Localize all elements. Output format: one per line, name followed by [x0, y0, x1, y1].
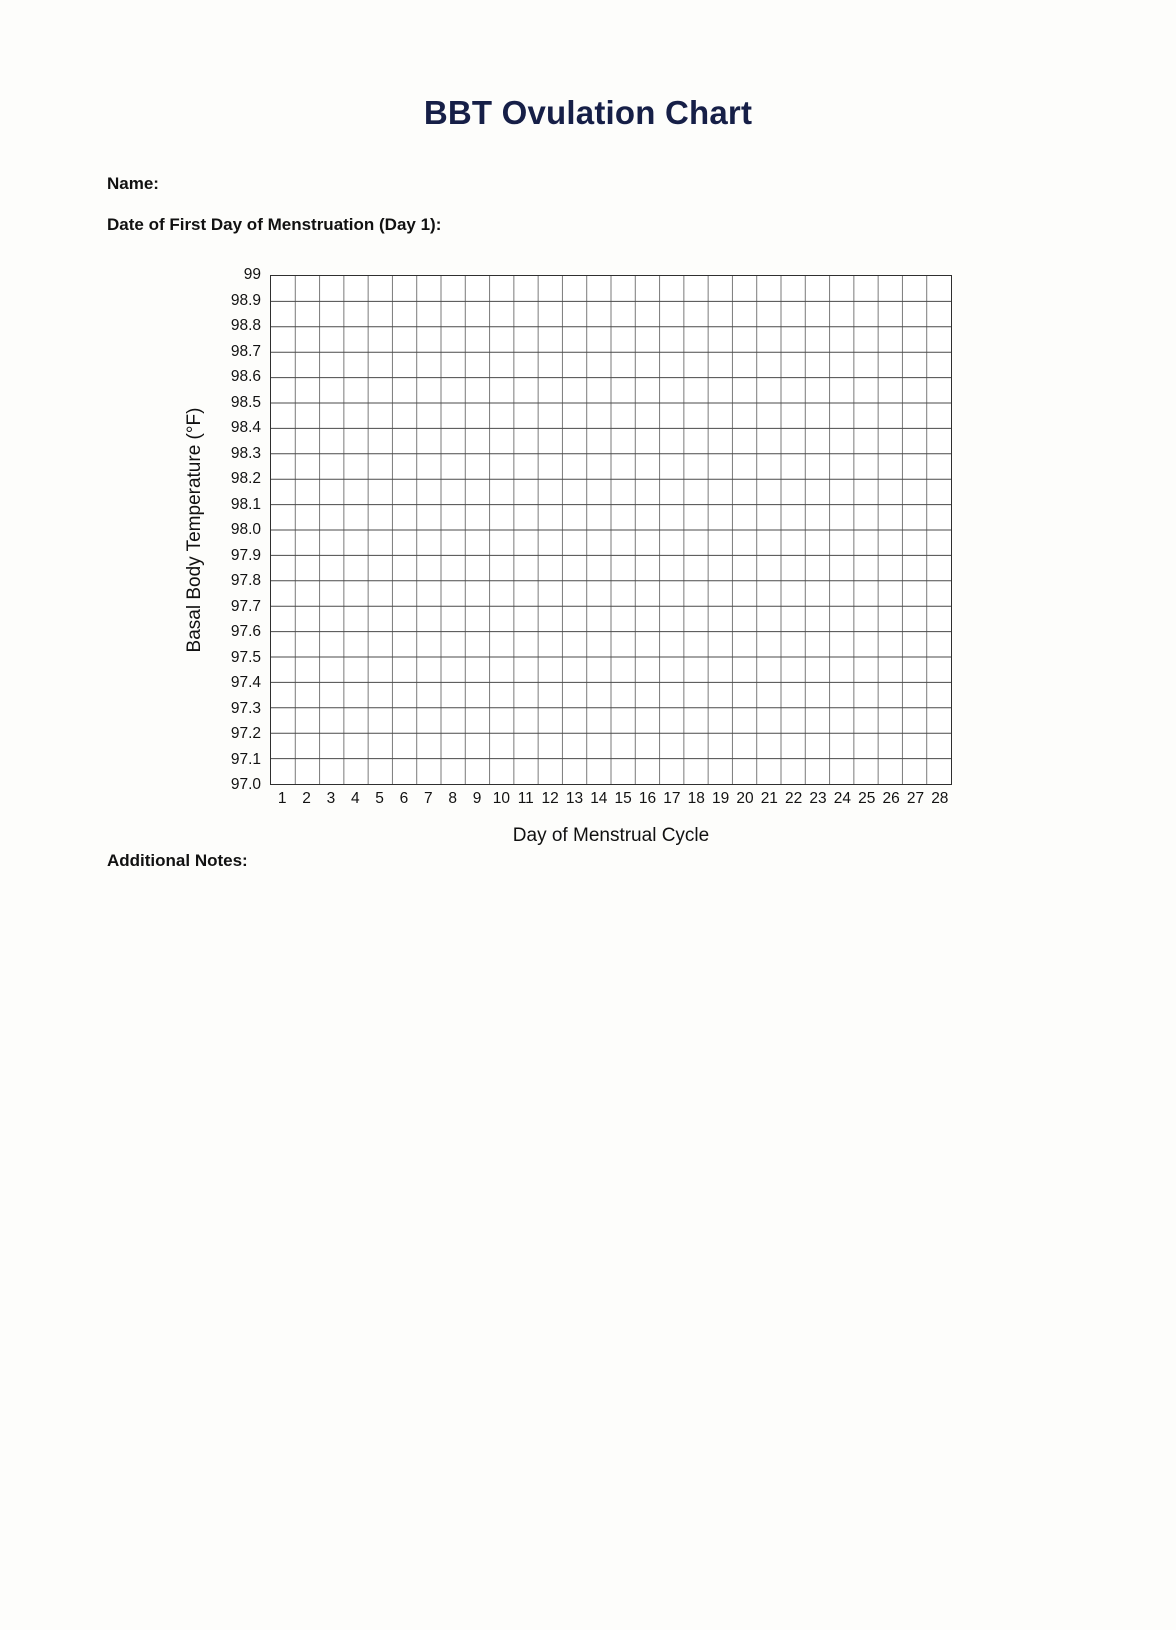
y-axis-tick: 97.4 — [230, 674, 261, 691]
y-axis-tick: 98.2 — [230, 470, 261, 487]
x-axis-tick: 7 — [424, 790, 433, 807]
x-axis-tick: 26 — [882, 790, 900, 807]
chart-plot-area[interactable] — [270, 275, 952, 785]
y-axis-tick: 97.1 — [230, 750, 261, 768]
x-axis-tick: 15 — [614, 790, 632, 807]
y-axis-tick: 97.9 — [230, 546, 261, 564]
y-axis-tick: 97.8 — [230, 572, 261, 589]
x-axis-tick: 22 — [785, 790, 803, 807]
x-axis-title: Day of Menstrual Cycle — [512, 825, 710, 846]
x-axis-tick: 25 — [858, 790, 876, 807]
bbt-chart: Basal Body Temperature (°F) 99 98.9 98.8 98… — [184, 267, 952, 846]
y-axis-tick: 98.4 — [230, 419, 261, 436]
x-axis-tick: 2 — [302, 790, 311, 807]
x-axis-tick: 23 — [809, 790, 827, 807]
y-axis-tick: 98.8 — [230, 317, 261, 334]
x-axis-tick: 16 — [638, 790, 657, 807]
y-axis-tick: 98.7 — [230, 342, 261, 360]
x-axis-tick: 14 — [590, 790, 608, 807]
y-axis-tick: 97.0 — [230, 776, 261, 793]
x-axis-tick: 18 — [687, 790, 705, 807]
x-axis-tick-labels: 1 2 3 4 5 6 7 8 9 10 11 12 13 14 15 16 17 18 19 20 21 22 23 24 2… — [270, 790, 952, 812]
y-axis-tick: 97.7 — [230, 597, 261, 615]
field-label-name: Name: — [107, 174, 159, 193]
x-axis-tick: 5 — [375, 790, 384, 807]
page-title: BBT Ovulation Chart — [423, 94, 753, 131]
y-axis-tick-labels: 99 98.9 98.8 98.7 98.6 98.5 98.4 98.3 98.2 98.1 98… — [195, 267, 261, 793]
y-axis-tick: 98.5 — [230, 393, 261, 411]
y-axis-tick: 98.0 — [230, 521, 261, 538]
x-axis-tick: 4 — [350, 790, 360, 807]
x-axis-tick: 9 — [472, 790, 482, 807]
y-axis-tick: 97.5 — [230, 648, 261, 666]
x-axis-tick: 24 — [833, 790, 852, 807]
y-axis-tick: 97.3 — [230, 699, 261, 717]
x-axis-tick: 10 — [492, 790, 511, 807]
x-axis-tick: 13 — [565, 790, 584, 807]
chart-grid — [271, 276, 951, 784]
x-axis-tick: 20 — [736, 790, 754, 807]
y-axis-tick: 99 — [243, 266, 261, 283]
y-axis-tick: 97.6 — [230, 623, 261, 640]
x-axis-tick: 27 — [906, 790, 925, 807]
x-axis-tick: 21 — [760, 790, 778, 807]
x-axis-tick: 28 — [931, 790, 949, 807]
x-axis-tick: 19 — [711, 790, 730, 807]
x-axis-tick: 1 — [277, 790, 287, 807]
field-label-additional-notes: Additional Notes: — [107, 851, 248, 870]
y-axis-tick: 98.9 — [230, 291, 261, 309]
y-axis-tick: 98.1 — [230, 495, 261, 513]
x-axis-tick: 12 — [541, 790, 559, 807]
x-axis-tick: 6 — [399, 790, 409, 807]
x-axis-tick: 17 — [663, 790, 681, 807]
x-axis-tick: 8 — [448, 790, 457, 807]
field-label-date-of-first-day: Date of First Day of Menstruation (Day 1… — [107, 215, 442, 234]
y-axis-tick: 98.3 — [230, 444, 261, 462]
x-axis-tick: 3 — [326, 790, 336, 807]
y-axis-tick: 98.6 — [230, 368, 261, 385]
y-axis-tick: 97.2 — [230, 725, 261, 742]
x-axis-tick: 11 — [517, 790, 534, 807]
